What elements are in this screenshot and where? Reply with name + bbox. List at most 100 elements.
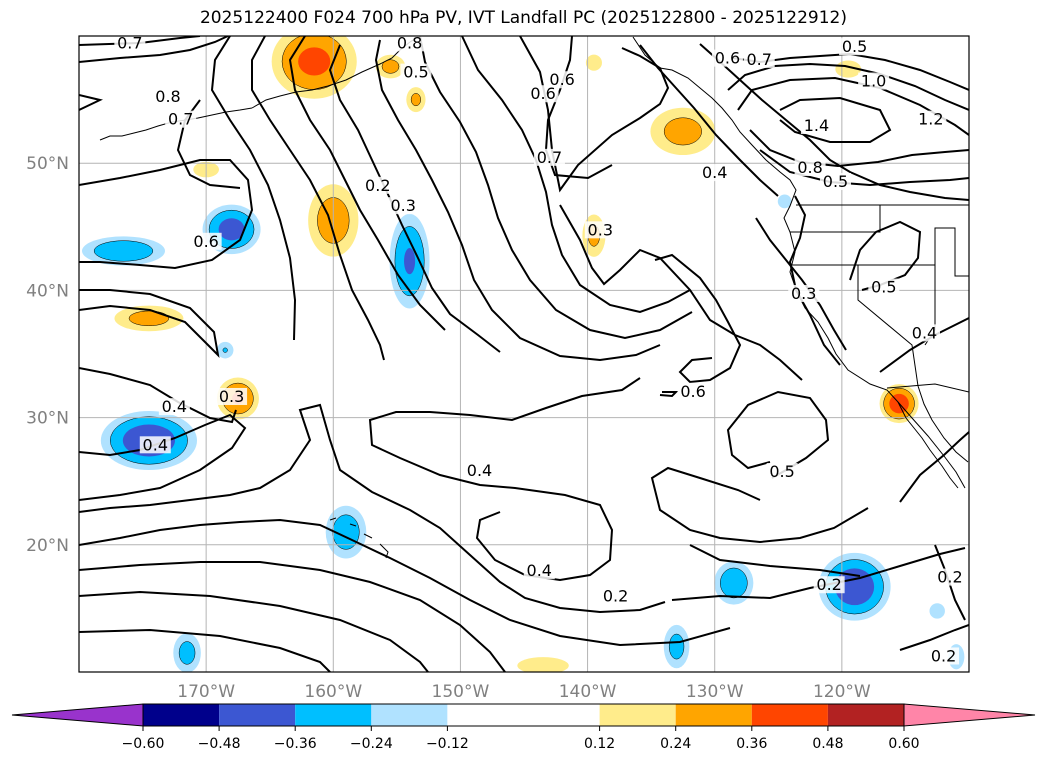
contour-label-background <box>527 85 559 103</box>
pv-anomaly-level <box>517 657 569 672</box>
colorbar-tick-label: 0.12 <box>584 736 615 752</box>
contour-line <box>374 39 661 362</box>
contour-label: 0.6 <box>680 382 705 401</box>
gulf-of-california-coast <box>917 385 969 463</box>
contour-label-background <box>788 284 820 302</box>
latitude-tick-label: 20°N <box>26 536 69 556</box>
longitude-tick-label: 170°W <box>177 682 235 702</box>
contour-label: 0.4 <box>527 561 552 580</box>
contour-label-background <box>800 117 832 135</box>
colorbar-tick-label: −0.24 <box>350 736 393 752</box>
contour-label: 0.3 <box>390 196 415 215</box>
contour-label-background <box>928 647 960 665</box>
contour-label: 0.3 <box>588 220 613 239</box>
contour-line <box>544 36 613 180</box>
contour-label-background <box>766 463 798 481</box>
contour-label: 0.3 <box>791 284 816 303</box>
contour-label: 0.4 <box>143 435 168 454</box>
contour-label-background <box>139 436 171 454</box>
colorbar-tick-label: 0.48 <box>812 736 843 752</box>
contour-label: 1.4 <box>804 116 829 135</box>
colorbar-swatch <box>599 704 676 726</box>
contour-label: 1.2 <box>918 110 943 129</box>
contour-label: 0.7 <box>746 50 771 69</box>
contour-label-background <box>909 324 940 342</box>
contour-line <box>79 403 666 614</box>
colorbar-outline <box>142 703 905 727</box>
pv-anomaly-blob <box>81 236 166 266</box>
contour-line <box>899 431 969 503</box>
longitude-tick-label: 160°W <box>304 682 362 702</box>
contour-label: 0.2 <box>365 176 390 195</box>
contour-label-background <box>362 176 394 194</box>
pv-anomaly-level <box>404 248 416 275</box>
contour-label: 0.4 <box>912 323 937 342</box>
contour-label: 0.7 <box>537 148 562 167</box>
map-title: 2025122400 F024 700 hPa PV, IVT Landfall… <box>199 8 847 28</box>
pv-anomaly-level <box>663 117 702 146</box>
pv-anomaly-blob <box>650 107 716 156</box>
pv-anomaly-level <box>410 93 421 107</box>
contour-line <box>79 590 429 672</box>
contour-line <box>639 44 779 197</box>
pv-anomaly-blob <box>173 633 201 672</box>
contour-label-background <box>813 576 845 594</box>
contour-label-background <box>711 49 743 67</box>
contour-label-background <box>400 63 432 81</box>
state-border-id-mt <box>934 227 969 277</box>
contour-line <box>251 36 385 361</box>
latitude-tick-label: 30°N <box>26 409 69 429</box>
contour-label-background <box>546 71 578 89</box>
contour-line <box>726 390 830 479</box>
state-border-ca-nv <box>857 265 919 387</box>
contour-label: 0.4 <box>467 461 492 480</box>
pv-anomaly-level <box>93 240 154 262</box>
hawaii-islands <box>329 517 389 559</box>
contour-label-background <box>934 568 966 586</box>
contour-label: 0.8 <box>155 87 180 106</box>
latitude-tick-label: 50°N <box>26 154 69 174</box>
colorbar-tick-label: −0.36 <box>274 736 317 752</box>
colorbar-tick-label: 0.24 <box>660 736 691 752</box>
contour-label: 0.5 <box>871 278 896 297</box>
pv-anomaly-blob <box>114 305 184 332</box>
contour-label-background <box>677 382 709 400</box>
colorbar-tick-label: −0.12 <box>426 736 469 752</box>
pv-anomaly-blob <box>271 36 357 99</box>
contour-label: 0.5 <box>403 63 428 82</box>
pv-anomaly-blob <box>663 624 690 669</box>
contour-label: 0.2 <box>931 646 956 665</box>
contour-label: 0.2 <box>937 568 962 587</box>
pv-anomaly-blob <box>777 194 792 209</box>
contour-label-background <box>839 38 871 56</box>
map-frame <box>78 35 970 673</box>
contour-label-background <box>523 562 555 580</box>
contour-label: 0.5 <box>769 462 794 481</box>
contour-label: 0.8 <box>797 158 822 177</box>
contour-label: 0.7 <box>168 110 193 129</box>
pv-anomaly-level <box>929 603 945 619</box>
pv-anomaly-blob <box>714 561 754 605</box>
contour-label: 0.3 <box>219 387 244 406</box>
colorbar-tick-label: −0.60 <box>122 736 165 752</box>
contour-label-background <box>743 50 775 68</box>
longitude-tick-labels: 170°W 160°W 150°W 140°W 130°W 120°W <box>177 682 871 702</box>
contour-label: 0.8 <box>397 33 422 52</box>
contour-line <box>788 195 841 366</box>
contour-line <box>689 544 861 577</box>
longitude-tick-label: 140°W <box>559 682 617 702</box>
contour-label-layer: 0.70.80.70.80.5 0.60.60.70.20.30.30.40.6 0… <box>114 33 966 665</box>
contour-line <box>79 36 201 46</box>
contour-line <box>288 36 446 331</box>
contour-line <box>755 217 847 351</box>
longitude-tick-label: 130°W <box>686 682 744 702</box>
pv-anomaly-level <box>585 54 602 71</box>
contour-label: 0.6 <box>715 49 740 68</box>
contour-label-background <box>158 398 190 416</box>
longitude-tick-label: 150°W <box>432 682 490 702</box>
colorbar-swatch <box>447 704 600 726</box>
contour-label: 0.2 <box>816 575 841 594</box>
pv-anomaly-level <box>218 218 245 241</box>
contour-label-background <box>190 232 222 250</box>
